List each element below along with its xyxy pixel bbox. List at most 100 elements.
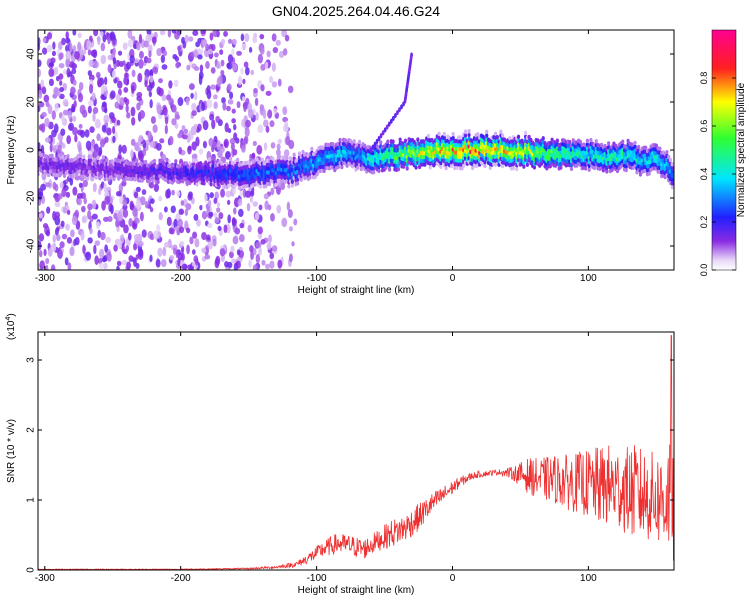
heatmap-cell-851	[61, 142, 66, 149]
heatmap-cell-821	[241, 118, 246, 128]
heatmap-cell-554	[245, 190, 252, 198]
heatmap-cell-2868	[493, 131, 498, 136]
heatmap-cell-2086	[308, 175, 312, 180]
heatmap-cell-688	[61, 115, 65, 123]
heatmap-cell-1254	[50, 153, 54, 158]
heatmap-cell-1364	[89, 154, 93, 159]
heatmap-cell-382	[259, 33, 265, 40]
heatmap-cell-837	[193, 213, 199, 221]
heatmap-cell-668	[177, 218, 184, 228]
heatmap-cell-345	[50, 264, 56, 270]
heatmap-cell-1164	[265, 125, 270, 133]
heatmap-cell-424	[282, 48, 288, 56]
heatmap-cell-937	[109, 31, 116, 42]
heatmap-cell-373	[220, 59, 225, 67]
heatmap-cell-1067	[77, 140, 82, 151]
heatmap-cell-513	[189, 236, 194, 245]
heatmap-cell-743	[243, 105, 247, 112]
heatmap-cell-234	[202, 120, 209, 131]
heatmap-cell-1122	[88, 99, 94, 107]
heatmap-cell-1180	[127, 39, 134, 48]
heatmap-cell-536	[171, 104, 177, 113]
heatmap-cell-655	[272, 46, 279, 54]
heatmap-cell-700	[44, 264, 49, 270]
heatmap-cell-1205	[171, 189, 175, 196]
heatmap-cell-2142	[322, 168, 326, 174]
snr-ytick-label-3: 3	[26, 357, 37, 363]
heatmap-cell-3584	[371, 144, 375, 150]
heatmap-cell-1079	[38, 68, 42, 78]
heatmap-cell-2633	[444, 165, 448, 171]
heatmap-cell-961	[99, 248, 105, 259]
heatmap-cell-261	[207, 239, 214, 250]
heatmap-cell-683	[82, 244, 86, 255]
heatmap-cell-1138	[152, 66, 159, 73]
heatmap-cell-1198	[282, 106, 288, 116]
heatmap-cell-1102	[213, 197, 218, 204]
heatmap-cell-3260	[589, 137, 593, 143]
heatmap-cell-755	[162, 106, 168, 116]
heatmap-cell-847	[197, 54, 203, 60]
heatmap-cell-469	[259, 47, 265, 55]
heatmap-cell-347	[231, 48, 235, 55]
heatmap-cell-1195	[138, 33, 143, 44]
heatmap-cell-982	[263, 193, 269, 200]
heatmap-cell-951	[51, 129, 57, 138]
heatmap-cell-828	[201, 101, 206, 112]
heatmap-cell-1028	[236, 249, 241, 256]
heatmap-cell-957	[248, 46, 253, 53]
heatmap-xlabel: Height of straight line (km)	[298, 285, 415, 296]
heatmap-cell-504	[118, 144, 123, 154]
heatmap-cell-940	[82, 179, 88, 188]
heatmap-cell-2747	[467, 128, 471, 134]
heatmap-cell-2017	[290, 179, 294, 184]
heatmap-cell-2893	[501, 163, 505, 169]
heatmap-cell-1350	[85, 176, 90, 181]
heatmap-cell-132	[47, 104, 53, 115]
heatmap-cell-973	[101, 124, 107, 133]
heatmap-cell-1178	[148, 91, 153, 98]
heatmap-cell-1197	[66, 67, 71, 78]
heatmap-cell-1202	[288, 139, 295, 150]
colorbar: 0.0 0.2 0.4 0.6 0.8 Normalized spectral ampl…	[699, 29, 747, 276]
heatmap-cell-3581	[670, 165, 674, 171]
heatmap-cell-2876	[495, 134, 499, 140]
heatmap-cell-1051	[59, 181, 64, 189]
heatmap-cell-66	[113, 244, 118, 252]
heatmap-cell-1335	[80, 174, 84, 179]
heatmap-cell-2731	[463, 129, 468, 134]
heatmap-cell-3580	[670, 169, 674, 175]
heatmap-cell-714	[99, 30, 104, 37]
heatmap-cell-1125	[148, 50, 152, 58]
heatmap-cell-661	[214, 258, 220, 269]
colorbar-tick-label-3: 0.6	[699, 120, 709, 133]
heatmap-cell-803	[191, 141, 197, 151]
heatmap-cell-506	[93, 60, 99, 69]
heatmap-cell-3000	[524, 130, 528, 136]
heatmap-cell-1365	[91, 176, 95, 182]
heatmap-cell-2681	[455, 165, 459, 171]
heatmap-cell-621	[137, 72, 143, 83]
heatmap-cell-332	[257, 124, 264, 134]
heatmap-cell-1134	[106, 251, 112, 262]
heatmap-cell-917	[230, 142, 235, 151]
heatmap-cell-142	[123, 86, 129, 93]
heatmap-cell-1081	[98, 187, 102, 195]
heatmap-cell-971	[173, 247, 177, 255]
heatmap-cell-548	[206, 85, 211, 94]
heatmap-cell-864	[112, 135, 116, 144]
heatmap-cell-680	[112, 57, 117, 65]
heatmap-cell-2506	[414, 165, 418, 170]
heatmap-cell-1166	[104, 195, 111, 205]
heatmap-cell-217	[159, 30, 166, 36]
heatmap-cell-1240	[47, 172, 51, 178]
heatmap-cell-519	[45, 101, 50, 108]
heatmap-cell-3015	[527, 134, 531, 140]
heatmap-cell-1091	[212, 238, 217, 247]
heatmap-cell-708	[87, 70, 93, 77]
heatmap-cells	[38, 30, 674, 270]
heatmap-cell-1038	[178, 146, 183, 155]
heatmap-cell-999	[65, 37, 71, 44]
heatmap-ytick-label-2: 0	[26, 147, 37, 153]
heatmap-cell-1903	[260, 157, 264, 162]
